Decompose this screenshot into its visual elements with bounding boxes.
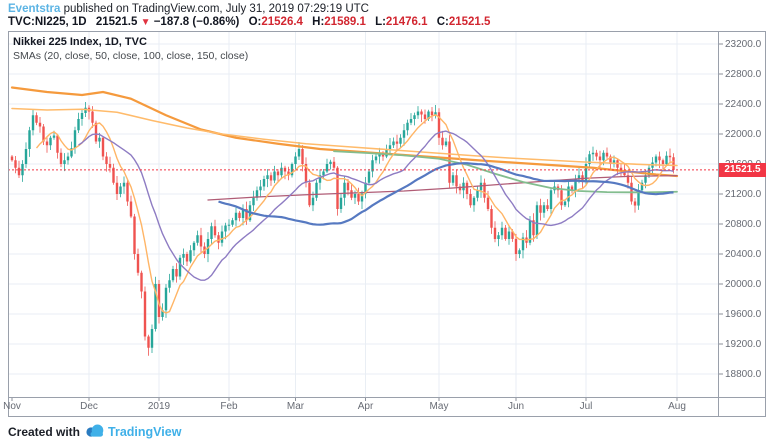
sma-green: [333, 150, 678, 194]
x-tick-label: Nov: [3, 401, 21, 412]
tradingview-cloud-logo-icon: [86, 424, 105, 440]
sma-fast-orange: [35, 114, 674, 314]
high-label: H:: [312, 16, 325, 28]
author-link[interactable]: Eventstra: [8, 3, 61, 15]
last-price: 21521.5: [95, 16, 138, 28]
y-tick-label: 20800.0: [725, 219, 762, 230]
indicator-label: SMAs (20, close, 50, close, 100, close, …: [13, 50, 249, 62]
attribution-bar: Created with TradingView: [8, 424, 181, 440]
high-value: 21589.1: [324, 16, 366, 28]
change-value: −187.8 (−0.86%): [153, 16, 240, 28]
x-tick-label: Jul: [579, 401, 593, 412]
tradingview-brand-link[interactable]: TradingView: [108, 425, 182, 439]
x-tick-label: May: [429, 401, 449, 412]
x-tick-label: Feb: [220, 401, 238, 412]
y-tick-label: 23200.0: [725, 39, 762, 50]
last-price-tag: 21521.5: [719, 162, 766, 177]
y-tick-label: 22000.0: [725, 129, 762, 140]
low-label: L:: [375, 16, 386, 28]
close-label: C:: [436, 16, 449, 28]
y-tick-label: 20400.0: [725, 249, 762, 260]
publish-info: Eventstra published on TradingView.com, …: [8, 3, 369, 15]
down-triangle-icon: ▼: [140, 17, 151, 28]
x-tick-label: Jun: [507, 401, 525, 412]
y-tick-label: 19200.0: [725, 339, 762, 350]
publish-text: published on TradingView.com, July 31, 2…: [60, 3, 369, 15]
chart-title: Nikkei 225 Index, 1D, TVC: [13, 36, 147, 48]
y-tick-label: 20000.0: [725, 279, 762, 290]
symbol-ohlc-row: TVC:NI225, 1D 21521.5 ▼ −187.8 (−0.86%) …: [8, 16, 490, 28]
chart-legend: Nikkei 225 Index, 1D, TVC SMAs (20, clos…: [13, 36, 248, 63]
symbol-label: TVC:NI225, 1D: [8, 16, 87, 28]
y-tick-label: 22800.0: [725, 69, 762, 80]
open-label: O:: [248, 16, 262, 28]
x-tick-label: 2019: [147, 401, 171, 412]
sma-60-blue: [218, 162, 674, 226]
y-tick-label: 21200.0: [725, 189, 762, 200]
x-tick-label: Apr: [357, 401, 374, 412]
y-tick-label: 19600.0: [725, 309, 762, 320]
created-with-text: Created with: [8, 425, 81, 439]
y-tick-label: 18800.0: [725, 369, 762, 380]
sma-slow-orange-2: [11, 107, 678, 167]
sma-20-violet: [78, 130, 674, 281]
x-tick-label: Mar: [286, 401, 305, 412]
x-tick-label: Dec: [80, 401, 98, 412]
sma-slow-orange-1: [10, 86, 679, 178]
open-value: 21526.4: [261, 16, 303, 28]
low-value: 21476.1: [385, 16, 428, 28]
y-tick-label: 22400.0: [725, 99, 762, 110]
close-value: 21521.5: [448, 16, 491, 28]
x-tick-label: Aug: [668, 401, 686, 412]
